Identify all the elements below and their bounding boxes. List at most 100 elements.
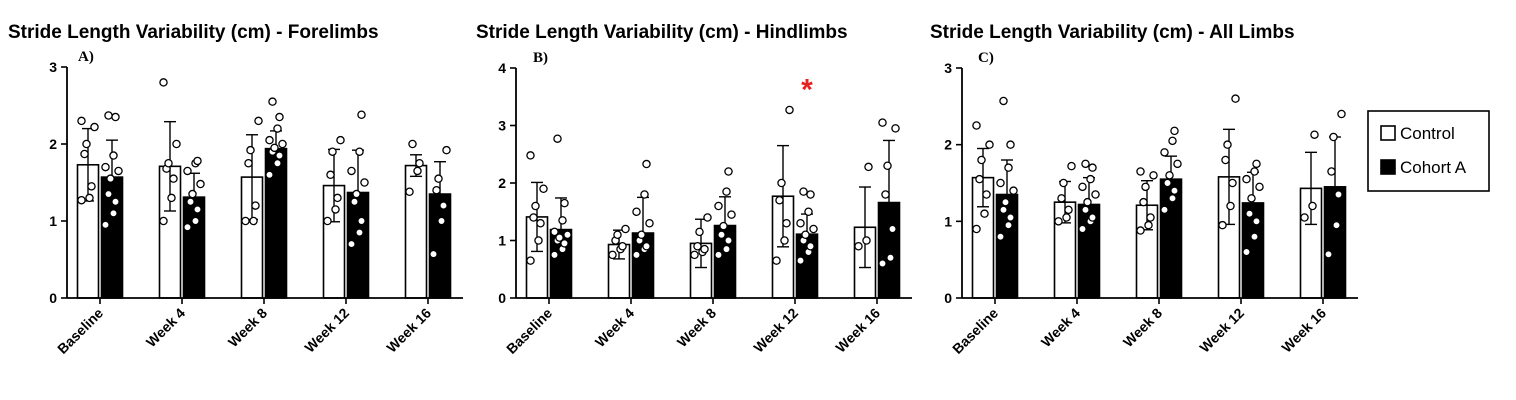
chart-title: Stride Length Variability (cm) - All Lim… — [930, 22, 1295, 43]
data-point-cohort-a-0-5 — [1009, 186, 1018, 195]
data-point-control-3-3 — [326, 170, 335, 180]
data-point-cohort-a-1-3 — [1081, 205, 1090, 215]
data-point-cohort-a-2-0 — [1160, 205, 1169, 215]
data-point-cohort-a-3-5 — [809, 224, 818, 234]
data-point-cohort-a-2-8 — [1170, 126, 1179, 136]
data-point-cohort-a-1-8 — [1088, 163, 1097, 172]
data-point-control-3-2 — [333, 193, 342, 203]
data-point-cohort-a-4-5 — [891, 124, 900, 133]
panel-label: C) — [978, 50, 994, 66]
data-point-cohort-a-0-9 — [553, 134, 562, 143]
data-point-cohort-a-3-2 — [1252, 217, 1261, 226]
data-point-cohort-a-0-2 — [560, 239, 569, 248]
data-point-control-1-2 — [1064, 205, 1073, 215]
x-tick-label-0: Baseline — [503, 305, 555, 357]
chart-title: Stride Length Variability (cm) - Forelim… — [8, 22, 379, 43]
data-point-control-4-3 — [408, 139, 417, 149]
data-point-cohort-a-1-0 — [1078, 224, 1087, 234]
data-point-cohort-a-1-7 — [640, 190, 649, 199]
data-point-control-2-5 — [703, 213, 712, 222]
data-point-control-0-5 — [985, 140, 994, 149]
y-tick-label-0: 0 — [49, 290, 57, 306]
data-point-cohort-a-2-7 — [1168, 136, 1177, 146]
data-point-cohort-a-0-7 — [109, 151, 118, 160]
data-point-cohort-a-3-1 — [355, 228, 364, 237]
data-point-cohort-a-1-5 — [196, 179, 205, 189]
x-tick-label-3: Week 12 — [1196, 305, 1247, 356]
data-point-cohort-a-0-3 — [104, 189, 113, 199]
data-point-cohort-a-0-6 — [101, 162, 110, 172]
data-point-cohort-a-4-2 — [1334, 190, 1343, 199]
legend-swatch-control — [1380, 125, 1396, 141]
data-point-control-0-5 — [539, 184, 548, 193]
data-point-cohort-a-1-6 — [183, 166, 192, 176]
data-point-control-0-4 — [977, 155, 986, 165]
data-point-cohort-a-2-0 — [714, 250, 723, 260]
data-point-cohort-a-0-7 — [1004, 163, 1013, 172]
data-point-cohort-a-0-0 — [101, 220, 110, 230]
data-point-control-3-1 — [1226, 201, 1235, 211]
data-point-control-0-0 — [77, 195, 86, 205]
data-point-cohort-a-2-0 — [265, 170, 274, 180]
data-point-control-3-0 — [772, 256, 781, 265]
data-point-cohort-a-3-4 — [352, 189, 361, 199]
data-point-cohort-a-0-5 — [114, 166, 123, 176]
data-point-control-0-5 — [90, 122, 99, 132]
data-point-cohort-a-0-4 — [555, 233, 564, 242]
data-point-cohort-a-3-5 — [360, 178, 369, 187]
data-point-cohort-a-1-3 — [186, 197, 195, 206]
data-point-control-2-1 — [1144, 220, 1153, 230]
data-point-cohort-a-3-1 — [1250, 232, 1259, 241]
data-point-cohort-a-2-3 — [717, 230, 726, 239]
panel-label: B) — [533, 50, 548, 66]
data-point-control-3-5 — [785, 105, 794, 115]
data-point-cohort-a-3-0 — [347, 239, 356, 249]
panel-label: A) — [78, 49, 94, 65]
y-tick-label-0: 0 — [944, 290, 952, 306]
data-point-control-1-1 — [167, 193, 176, 203]
data-point-control-1-4 — [1059, 178, 1068, 188]
data-point-control-3-4 — [1223, 140, 1232, 149]
data-point-cohort-a-4-2 — [439, 201, 448, 210]
data-point-cohort-a-4-0 — [429, 249, 438, 259]
data-point-control-3-0 — [323, 216, 332, 226]
data-point-cohort-a-0-2 — [1006, 213, 1015, 222]
chart-title: Stride Length Variability (cm) - Hindlim… — [476, 22, 848, 43]
data-point-control-0-2 — [87, 182, 96, 191]
data-point-control-2-0 — [241, 216, 250, 226]
y-tick-label-3: 3 — [944, 60, 952, 76]
data-point-cohort-a-2-4 — [719, 221, 728, 231]
x-tick-label-2: Week 8 — [674, 305, 719, 350]
data-point-cohort-a-1-1 — [191, 216, 200, 226]
data-point-control-4-1 — [413, 166, 422, 176]
y-tick-label-3: 3 — [49, 59, 57, 75]
data-point-cohort-a-1-9 — [1081, 159, 1090, 169]
data-point-control-0-2 — [982, 190, 991, 199]
data-point-control-3-2 — [1228, 178, 1237, 188]
data-point-cohort-a-3-6 — [1242, 174, 1251, 184]
x-tick-label-0: Baseline — [54, 305, 106, 357]
data-point-control-1-1 — [1062, 213, 1071, 222]
data-point-cohort-a-4-3 — [881, 190, 890, 199]
data-point-cohort-a-0-9 — [999, 96, 1008, 106]
data-point-cohort-a-0-3 — [999, 205, 1008, 215]
data-point-cohort-a-1-2 — [1088, 213, 1097, 222]
data-point-cohort-a-3-8 — [806, 190, 815, 199]
x-tick-label-0: Baseline — [949, 305, 1001, 357]
data-point-control-3-1 — [780, 236, 789, 245]
data-point-control-4-1 — [862, 236, 871, 245]
data-point-cohort-a-1-4 — [637, 230, 646, 239]
data-point-cohort-a-3-2 — [806, 241, 815, 251]
data-point-control-0-3 — [529, 213, 538, 222]
y-tick-label-2: 2 — [49, 136, 57, 152]
data-point-cohort-a-0-1 — [1004, 220, 1013, 230]
data-point-control-0-1 — [980, 209, 989, 218]
data-point-control-2-5 — [254, 116, 263, 126]
data-point-control-3-2 — [782, 218, 791, 228]
y-tick-label-1: 1 — [498, 233, 506, 249]
data-point-cohort-a-4-3 — [1327, 167, 1336, 176]
data-point-cohort-a-1-2 — [193, 205, 202, 214]
data-point-cohort-a-3-2 — [357, 216, 366, 226]
data-point-cohort-a-3-4 — [801, 230, 810, 239]
